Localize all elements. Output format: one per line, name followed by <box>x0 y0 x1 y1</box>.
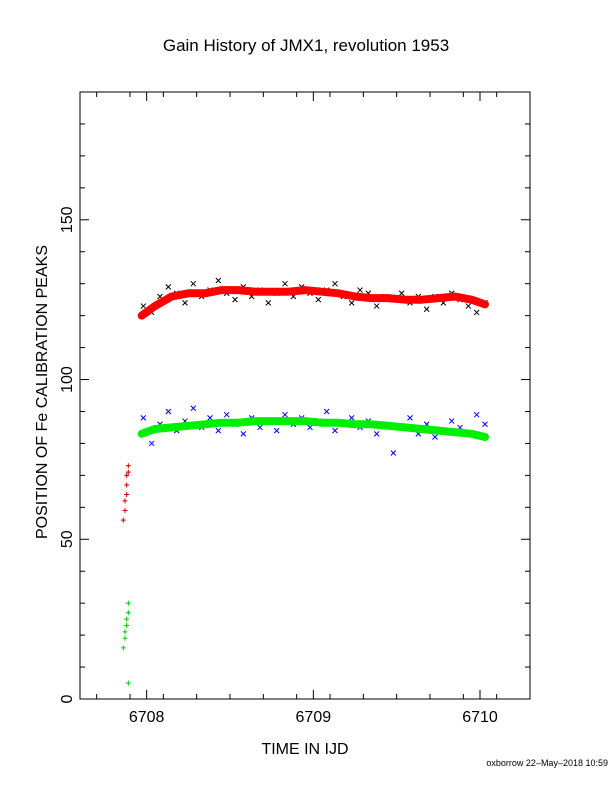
data-point <box>140 415 147 421</box>
data-point <box>473 309 480 316</box>
data-point <box>125 469 131 475</box>
data-point <box>357 287 363 293</box>
data-point <box>348 299 355 306</box>
x-tick-label: 6710 <box>462 709 498 726</box>
data-point <box>240 430 247 437</box>
data-point <box>232 296 238 303</box>
data-point <box>190 405 197 412</box>
x-tick-label: 6709 <box>296 709 332 726</box>
data-point <box>407 415 413 421</box>
data-point <box>190 280 197 287</box>
data-point <box>307 424 313 431</box>
data-point <box>332 280 338 287</box>
data-point <box>215 427 222 434</box>
data-point <box>124 472 130 478</box>
y-tick-label: 50 <box>59 530 76 548</box>
data-point <box>348 415 355 421</box>
data-point <box>390 450 397 456</box>
data-point <box>465 303 472 309</box>
data-point <box>125 680 131 686</box>
data-point <box>124 623 130 629</box>
fit-line-1 <box>137 286 489 320</box>
y-tick-label: 150 <box>59 206 76 233</box>
data-point <box>273 427 280 434</box>
data-marks <box>120 277 489 686</box>
data-point <box>373 430 380 437</box>
data-point <box>124 616 130 622</box>
data-point <box>125 463 131 469</box>
x-tick-label: 6708 <box>129 709 165 726</box>
y-tick-label: 0 <box>59 694 76 703</box>
data-point <box>265 299 272 306</box>
data-point <box>182 299 188 306</box>
data-point <box>122 629 128 635</box>
data-point <box>257 424 263 431</box>
data-point <box>122 498 128 504</box>
data-point <box>282 280 288 287</box>
data-point <box>125 610 131 616</box>
data-point <box>165 408 172 415</box>
data-point <box>323 408 330 415</box>
data-point <box>122 508 128 514</box>
footer-stamp: oxborrow 22–May–2018 10:59 <box>486 758 608 768</box>
data-point <box>423 306 430 313</box>
data-point <box>373 303 380 309</box>
data-point <box>120 517 126 523</box>
data-point <box>282 411 288 418</box>
plot-frame <box>79 91 531 700</box>
data-point <box>473 411 480 418</box>
data-point <box>207 415 213 421</box>
y-tick-label: 100 <box>59 366 76 393</box>
data-point <box>125 600 131 606</box>
data-point <box>124 482 130 488</box>
data-point <box>140 303 147 309</box>
data-point <box>122 635 128 641</box>
data-point <box>448 418 455 424</box>
data-point <box>315 296 322 303</box>
chart-title: Gain History of JMX1, revolution 1953 <box>162 36 450 55</box>
data-point <box>165 284 172 290</box>
data-point <box>332 427 338 434</box>
data-point <box>223 411 230 418</box>
x-axis-label: TIME IN IJD <box>261 741 348 758</box>
axis-ticks: 0 50 100 150 6708 6709 6710 <box>59 92 531 726</box>
y-axis-label: POSITION OF Fe CALIBRATION PEAKS <box>34 245 51 539</box>
data-point <box>148 440 155 447</box>
fit-line-3 <box>137 417 489 441</box>
data-point <box>124 492 130 498</box>
data-point <box>432 434 438 440</box>
data-point <box>482 421 488 428</box>
data-point <box>398 290 405 297</box>
data-point <box>120 645 126 651</box>
data-point <box>215 277 222 284</box>
